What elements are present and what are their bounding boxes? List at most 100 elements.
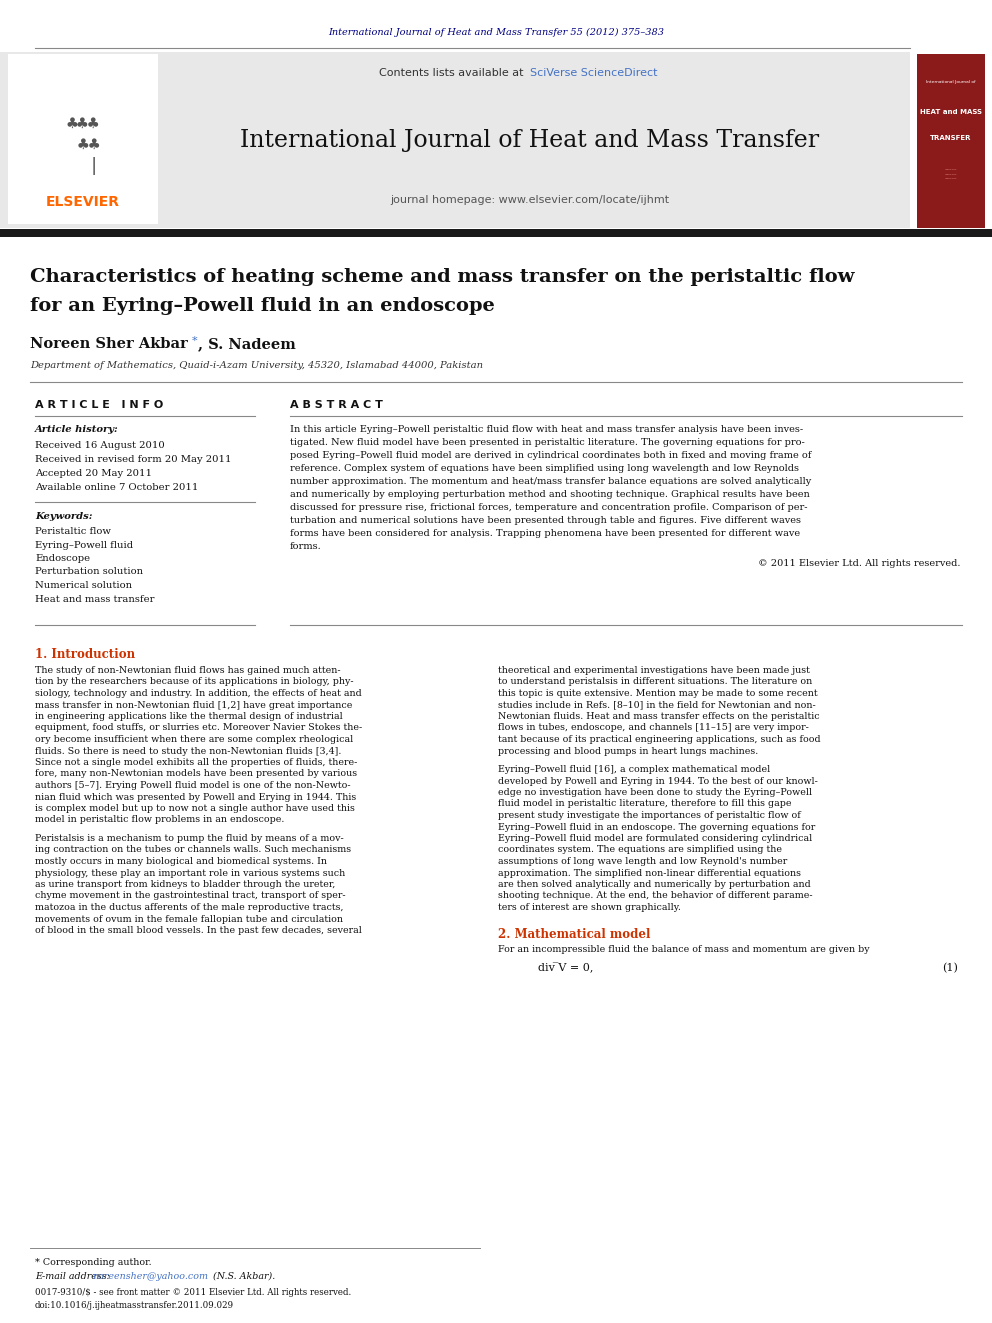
- Text: forms.: forms.: [290, 542, 321, 550]
- Text: Accepted 20 May 2011: Accepted 20 May 2011: [35, 468, 152, 478]
- Bar: [8, 54, 158, 224]
- Text: Heat and mass transfer: Heat and mass transfer: [35, 594, 155, 603]
- Text: equipment, food stuffs, or slurries etc. Moreover Navier Stokes the-: equipment, food stuffs, or slurries etc.…: [35, 724, 362, 733]
- Text: shooting technique. At the end, the behavior of different parame-: shooting technique. At the end, the beha…: [498, 892, 812, 901]
- Text: ♣♣♣
 ♣♣
  |: ♣♣♣ ♣♣ |: [66, 115, 99, 175]
- Text: For an incompressible fluid the balance of mass and momentum are given by: For an incompressible fluid the balance …: [498, 946, 870, 954]
- Text: forms have been considered for analysis. Trapping phenomena have been presented : forms have been considered for analysis.…: [290, 529, 801, 538]
- Text: and numerically by employing perturbation method and shooting technique. Graphic: and numerically by employing perturbatio…: [290, 490, 809, 499]
- Text: TRANSFER: TRANSFER: [930, 135, 972, 142]
- Text: In this article Eyring–Powell peristaltic fluid flow with heat and mass transfer: In this article Eyring–Powell peristalti…: [290, 425, 804, 434]
- Text: div ̅V = 0,: div ̅V = 0,: [538, 963, 593, 972]
- Text: Noreen Sher Akbar: Noreen Sher Akbar: [30, 337, 192, 351]
- Text: Eyring–Powell fluid model are formulated considering cylindrical: Eyring–Powell fluid model are formulated…: [498, 833, 812, 843]
- Text: tant because of its practical engineering applications, such as food: tant because of its practical engineerin…: [498, 736, 820, 744]
- Text: Received 16 August 2010: Received 16 August 2010: [35, 441, 165, 450]
- Text: as urine transport from kidneys to bladder through the ureter,: as urine transport from kidneys to bladd…: [35, 880, 335, 889]
- Text: SciVerse ScienceDirect: SciVerse ScienceDirect: [530, 67, 658, 78]
- Text: International Journal of Heat and Mass Transfer 55 (2012) 375–383: International Journal of Heat and Mass T…: [328, 28, 664, 37]
- Text: coordinates system. The equations are simplified using the: coordinates system. The equations are si…: [498, 845, 782, 855]
- Text: Keywords:: Keywords:: [35, 512, 92, 521]
- Text: mass transfer in non-Newtonian fluid [1,2] have great importance: mass transfer in non-Newtonian fluid [1,…: [35, 700, 352, 709]
- Text: in engineering applications like the thermal design of industrial: in engineering applications like the the…: [35, 712, 343, 721]
- Text: mostly occurs in many biological and biomedical systems. In: mostly occurs in many biological and bio…: [35, 857, 327, 867]
- Text: edge no investigation have been done to study the Eyring–Powell: edge no investigation have been done to …: [498, 789, 812, 796]
- Text: , S. Nadeem: , S. Nadeem: [198, 337, 296, 351]
- Text: number approximation. The momentum and heat/mass transfer balance equations are : number approximation. The momentum and h…: [290, 478, 811, 486]
- Text: International Journal of: International Journal of: [927, 79, 976, 83]
- Text: posed Eyring–Powell fluid model are derived in cylindrical coordinates both in f: posed Eyring–Powell fluid model are deri…: [290, 451, 811, 460]
- Text: Received in revised form 20 May 2011: Received in revised form 20 May 2011: [35, 455, 231, 464]
- Text: Eyring–Powell fluid in an endoscope. The governing equations for: Eyring–Powell fluid in an endoscope. The…: [498, 823, 815, 831]
- Text: matozoa in the ductus afferents of the male reproductive tracts,: matozoa in the ductus afferents of the m…: [35, 904, 343, 912]
- Text: Department of Mathematics, Quaid-i-Azam University, 45320, Islamabad 44000, Paki: Department of Mathematics, Quaid-i-Azam …: [30, 361, 483, 370]
- Text: authors [5–7]. Erying Powell fluid model is one of the non-Newto-: authors [5–7]. Erying Powell fluid model…: [35, 781, 350, 790]
- Text: of blood in the small blood vessels. In the past few decades, several: of blood in the small blood vessels. In …: [35, 926, 362, 935]
- Text: fore, many non-Newtonian models have been presented by various: fore, many non-Newtonian models have bee…: [35, 770, 357, 778]
- Bar: [917, 54, 985, 228]
- Text: approximation. The simplified non-linear differential equations: approximation. The simplified non-linear…: [498, 868, 801, 877]
- Text: reference. Complex system of equations have been simplified using long wavelengt: reference. Complex system of equations h…: [290, 464, 799, 474]
- Text: ters of interest are shown graphically.: ters of interest are shown graphically.: [498, 904, 681, 912]
- Text: 1. Introduction: 1. Introduction: [35, 648, 135, 662]
- Text: © 2011 Elsevier Ltd. All rights reserved.: © 2011 Elsevier Ltd. All rights reserved…: [758, 560, 960, 568]
- Text: tigated. New fluid model have been presented in peristaltic literature. The gove: tigated. New fluid model have been prese…: [290, 438, 805, 447]
- Text: (1): (1): [942, 963, 958, 972]
- Text: model in peristaltic flow problems in an endoscope.: model in peristaltic flow problems in an…: [35, 815, 285, 824]
- Text: Eyring–Powell fluid [16], a complex mathematical model: Eyring–Powell fluid [16], a complex math…: [498, 765, 770, 774]
- Text: tion by the researchers because of its applications in biology, phy-: tion by the researchers because of its a…: [35, 677, 353, 687]
- Text: 2. Mathematical model: 2. Mathematical model: [498, 929, 651, 942]
- Text: Available online 7 October 2011: Available online 7 October 2011: [35, 483, 198, 492]
- Text: Peristalsis is a mechanism to pump the fluid by means of a mov-: Peristalsis is a mechanism to pump the f…: [35, 833, 344, 843]
- Text: Contents lists available at: Contents lists available at: [379, 67, 527, 78]
- Text: Characteristics of heating scheme and mass transfer on the peristaltic flow: Characteristics of heating scheme and ma…: [30, 269, 854, 286]
- Text: 0017-9310/$ - see front matter © 2011 Elsevier Ltd. All rights reserved.: 0017-9310/$ - see front matter © 2011 El…: [35, 1289, 351, 1297]
- Text: Article history:: Article history:: [35, 425, 119, 434]
- Text: Perturbation solution: Perturbation solution: [35, 568, 143, 577]
- Text: A R T I C L E   I N F O: A R T I C L E I N F O: [35, 400, 164, 410]
- Text: are then solved analytically and numerically by perturbation and: are then solved analytically and numeric…: [498, 880, 810, 889]
- Text: physiology, these play an important role in various systems such: physiology, these play an important role…: [35, 868, 345, 877]
- Text: this topic is quite extensive. Mention may be made to some recent: this topic is quite extensive. Mention m…: [498, 689, 817, 699]
- Text: assumptions of long wave length and low Reynold's number: assumptions of long wave length and low …: [498, 857, 788, 867]
- Text: present study investigate the importances of peristaltic flow of: present study investigate the importance…: [498, 811, 801, 820]
- Text: chyme movement in the gastrointestinal tract, transport of sper-: chyme movement in the gastrointestinal t…: [35, 892, 345, 901]
- Text: E-mail address:: E-mail address:: [35, 1271, 113, 1281]
- Text: nian fluid which was presented by Powell and Erying in 1944. This: nian fluid which was presented by Powell…: [35, 792, 356, 802]
- Text: ~~~~~
~~~~~
~~~~~: ~~~~~ ~~~~~ ~~~~~: [944, 168, 957, 181]
- Text: Since not a single model exhibits all the properties of fluids, there-: Since not a single model exhibits all th…: [35, 758, 357, 767]
- Text: * Corresponding author.: * Corresponding author.: [35, 1258, 152, 1267]
- Text: Numerical solution: Numerical solution: [35, 581, 132, 590]
- Text: movements of ovum in the female fallopian tube and circulation: movements of ovum in the female fallopia…: [35, 914, 343, 923]
- Text: Peristaltic flow: Peristaltic flow: [35, 527, 111, 536]
- Text: ing contraction on the tubes or channels walls. Such mechanisms: ing contraction on the tubes or channels…: [35, 845, 351, 855]
- Text: siology, technology and industry. In addition, the effects of heat and: siology, technology and industry. In add…: [35, 689, 362, 699]
- Text: HEAT and MASS: HEAT and MASS: [920, 108, 982, 115]
- Text: (N.S. Akbar).: (N.S. Akbar).: [210, 1271, 275, 1281]
- Text: turbation and numerical solutions have been presented through table and figures.: turbation and numerical solutions have b…: [290, 516, 801, 525]
- Text: to understand peristalsis in different situations. The literature on: to understand peristalsis in different s…: [498, 677, 812, 687]
- Text: developed by Powell and Eyring in 1944. To the best of our knowl-: developed by Powell and Eyring in 1944. …: [498, 777, 817, 786]
- Text: theoretical and experimental investigations have been made just: theoretical and experimental investigati…: [498, 665, 809, 675]
- Text: International Journal of Heat and Mass Transfer: International Journal of Heat and Mass T…: [240, 128, 819, 152]
- Bar: [0, 229, 992, 237]
- Text: processing and blood pumps in heart lungs machines.: processing and blood pumps in heart lung…: [498, 746, 758, 755]
- Text: journal homepage: www.elsevier.com/locate/ijhmt: journal homepage: www.elsevier.com/locat…: [391, 194, 670, 205]
- Text: Newtonian fluids. Heat and mass transfer effects on the peristaltic: Newtonian fluids. Heat and mass transfer…: [498, 712, 819, 721]
- Text: for an Eyring–Powell fluid in an endoscope: for an Eyring–Powell fluid in an endosco…: [30, 296, 495, 315]
- Bar: [0, 52, 910, 228]
- Text: noreensher@yahoo.com: noreensher@yahoo.com: [92, 1271, 208, 1281]
- Text: The study of non-Newtonian fluid flows has gained much atten-: The study of non-Newtonian fluid flows h…: [35, 665, 340, 675]
- Text: doi:10.1016/j.ijheatmasstransfer.2011.09.029: doi:10.1016/j.ijheatmasstransfer.2011.09…: [35, 1301, 234, 1310]
- Text: ory become insufficient when there are some complex rheological: ory become insufficient when there are s…: [35, 736, 353, 744]
- Text: fluids. So there is need to study the non-Newtonian fluids [3,4].: fluids. So there is need to study the no…: [35, 746, 341, 755]
- Text: *: *: [192, 336, 197, 347]
- Text: is complex model but up to now not a single author have used this: is complex model but up to now not a sin…: [35, 804, 355, 814]
- Text: flows in tubes, endoscope, and channels [11–15] are very impor-: flows in tubes, endoscope, and channels …: [498, 724, 808, 733]
- Text: ELSEVIER: ELSEVIER: [46, 194, 120, 209]
- Text: fluid model in peristaltic literature, therefore to fill this gape: fluid model in peristaltic literature, t…: [498, 799, 792, 808]
- Text: studies include in Refs. [8–10] in the field for Newtonian and non-: studies include in Refs. [8–10] in the f…: [498, 700, 815, 709]
- Text: discussed for pressure rise, frictional forces, temperature and concentration pr: discussed for pressure rise, frictional …: [290, 503, 807, 512]
- Text: A B S T R A C T: A B S T R A C T: [290, 400, 383, 410]
- Text: Eyring–Powell fluid: Eyring–Powell fluid: [35, 541, 133, 549]
